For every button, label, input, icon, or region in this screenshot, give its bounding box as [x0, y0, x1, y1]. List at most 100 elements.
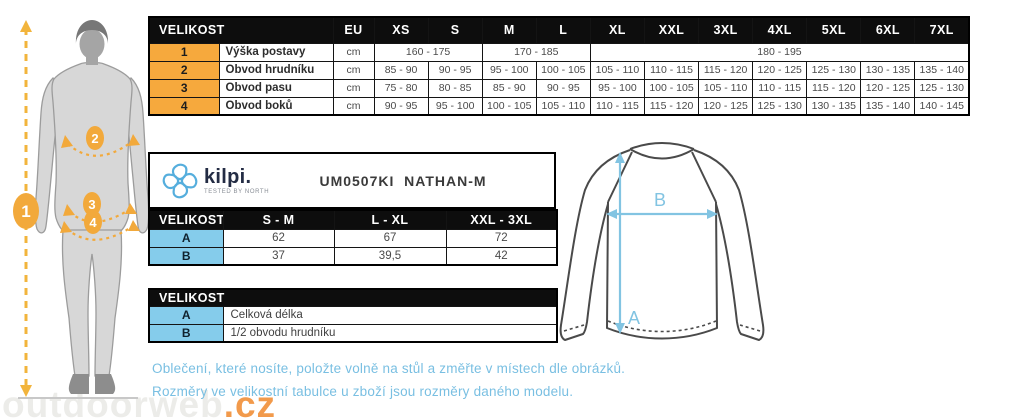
cell: 160 - 175 — [373, 42, 483, 62]
row-key: A — [148, 228, 224, 248]
cell: 90 - 95 — [373, 96, 429, 116]
cell: 170 - 185 — [481, 42, 591, 62]
cell: 135 - 140 — [860, 96, 916, 116]
cell: 95 - 100 — [589, 78, 645, 98]
marker-4 — [84, 210, 102, 234]
dimension-title: VELIKOST — [148, 209, 224, 230]
row-desc: 1/2 obvodu hrudníku — [222, 323, 558, 343]
measure-markers: 1 2 3 4 — [13, 126, 104, 234]
row-height: 1 Výška postavy cm 160 - 175 170 - 185 1… — [148, 42, 970, 62]
body-measurement-figure: 1 2 3 4 — [13, 20, 150, 399]
row-label: Obvod hrudníku — [218, 60, 334, 80]
cell: 115 - 120 — [806, 78, 862, 98]
cell: 130 - 135 — [806, 96, 862, 116]
row-unit: cm — [332, 96, 375, 116]
cell: 105 - 110 — [589, 60, 645, 80]
col-4xl: 4XL — [752, 16, 808, 44]
cell: 120 - 125 — [698, 96, 754, 116]
cell: 100 - 105 — [481, 96, 537, 116]
col-6xl: 6XL — [860, 16, 916, 44]
row-unit: cm — [332, 78, 375, 98]
dimension-header-row: VELIKOST S - M L - XL XXL - 3XL — [148, 209, 558, 230]
cell: 110 - 115 — [643, 60, 700, 80]
row-unit: cm — [332, 60, 375, 80]
instruction-notes: Oblečení, které nosíte, položte volně na… — [152, 357, 625, 403]
cell: 100 - 105 — [643, 78, 700, 98]
cell: 110 - 115 — [589, 96, 645, 116]
marker-2 — [86, 126, 104, 150]
dimension-row-a: A 62 67 72 — [148, 228, 558, 248]
height-measure-line — [20, 20, 32, 397]
note-line-2: Rozměry ve velikostní tabulce u zboží js… — [152, 384, 574, 399]
cell: 62 — [222, 228, 335, 248]
shirt-label-b: B — [654, 190, 666, 210]
col-3xl: 3XL — [698, 16, 754, 44]
shirt-measurement-diagram: A B — [559, 142, 765, 341]
cell: 72 — [445, 228, 558, 248]
measure-arrows — [606, 152, 718, 334]
note-line-1: Oblečení, které nosíte, položte volně na… — [152, 361, 626, 376]
row-num: 1 — [148, 42, 220, 62]
hair — [75, 20, 109, 44]
shirt-label-a: A — [628, 308, 640, 328]
row-desc: Celková délka — [222, 305, 558, 325]
col-s-m: S - M — [222, 209, 335, 230]
marker-2-label: 2 — [91, 131, 98, 146]
row-waist: 3 Obvod pasu cm 75 - 80 80 - 85 85 - 90 … — [148, 78, 970, 98]
kilpi-logo: kilpi. TESTED BY NORTH — [150, 163, 282, 199]
col-xl: XL — [589, 16, 645, 44]
size-chart-title: VELIKOST — [148, 16, 334, 44]
cell: 39,5 — [333, 246, 447, 266]
legend-title: VELIKOST — [148, 288, 558, 307]
row-key: A — [148, 305, 224, 325]
row-label: Obvod pasu — [218, 78, 334, 98]
brand-name: kilpi. — [204, 165, 252, 188]
shirt-stitching — [563, 320, 761, 333]
kilpi-wordmark: kilpi. TESTED BY NORTH — [204, 167, 269, 195]
marker-3-label: 3 — [88, 197, 95, 212]
measure-labels: A B — [628, 190, 666, 328]
cell: 120 - 125 — [860, 78, 916, 98]
row-num: 3 — [148, 78, 220, 98]
cell: 37 — [222, 246, 335, 266]
kilpi-knot-icon — [162, 163, 198, 198]
neck — [86, 54, 98, 65]
col-s: S — [427, 16, 483, 44]
cell: 85 - 90 — [481, 78, 537, 98]
shirt-outline — [559, 142, 765, 341]
cell: 125 - 130 — [752, 96, 808, 116]
col-l-xl: L - XL — [333, 209, 447, 230]
col-7xl: 7XL — [914, 16, 970, 44]
cell: 180 - 195 — [589, 42, 970, 62]
cell: 115 - 120 — [698, 60, 754, 80]
row-num: 4 — [148, 96, 220, 116]
cell: 110 - 115 — [752, 78, 808, 98]
cell: 75 - 80 — [373, 78, 429, 98]
legend-row-a: A Celková délka — [148, 305, 558, 325]
cell: 67 — [333, 228, 447, 248]
marker-1 — [13, 193, 39, 229]
watermark-tld: .cz — [223, 384, 277, 419]
cell: 115 - 120 — [643, 96, 700, 116]
cell: 95 - 100 — [481, 60, 537, 80]
cell: 105 - 110 — [698, 78, 754, 98]
cell: 140 - 145 — [914, 96, 970, 116]
col-xs: XS — [373, 16, 429, 44]
row-num: 2 — [148, 60, 220, 80]
cell: 125 - 130 — [806, 60, 862, 80]
cell: 85 - 90 — [373, 60, 429, 80]
row-key: B — [148, 246, 224, 266]
cell: 120 - 125 — [752, 60, 808, 80]
marker-4-label: 4 — [89, 215, 97, 230]
dimension-table: VELIKOST S - M L - XL XXL - 3XL A 62 67 … — [148, 209, 558, 266]
cell: 90 - 95 — [427, 60, 483, 80]
cell: 80 - 85 — [427, 78, 483, 98]
brand-tagline: TESTED BY NORTH — [204, 188, 270, 195]
col-xxl: XXL — [643, 16, 700, 44]
product-box: kilpi. TESTED BY NORTH UM0507KI NATHAN-M — [148, 152, 556, 209]
size-chart-table: VELIKOST EU XS S M L XL XXL 3XL 4XL 5XL … — [148, 16, 971, 116]
legend-row-b: B 1/2 obvodu hrudníku — [148, 323, 558, 343]
marker-3 — [83, 192, 101, 216]
cell: 130 - 135 — [860, 60, 916, 80]
